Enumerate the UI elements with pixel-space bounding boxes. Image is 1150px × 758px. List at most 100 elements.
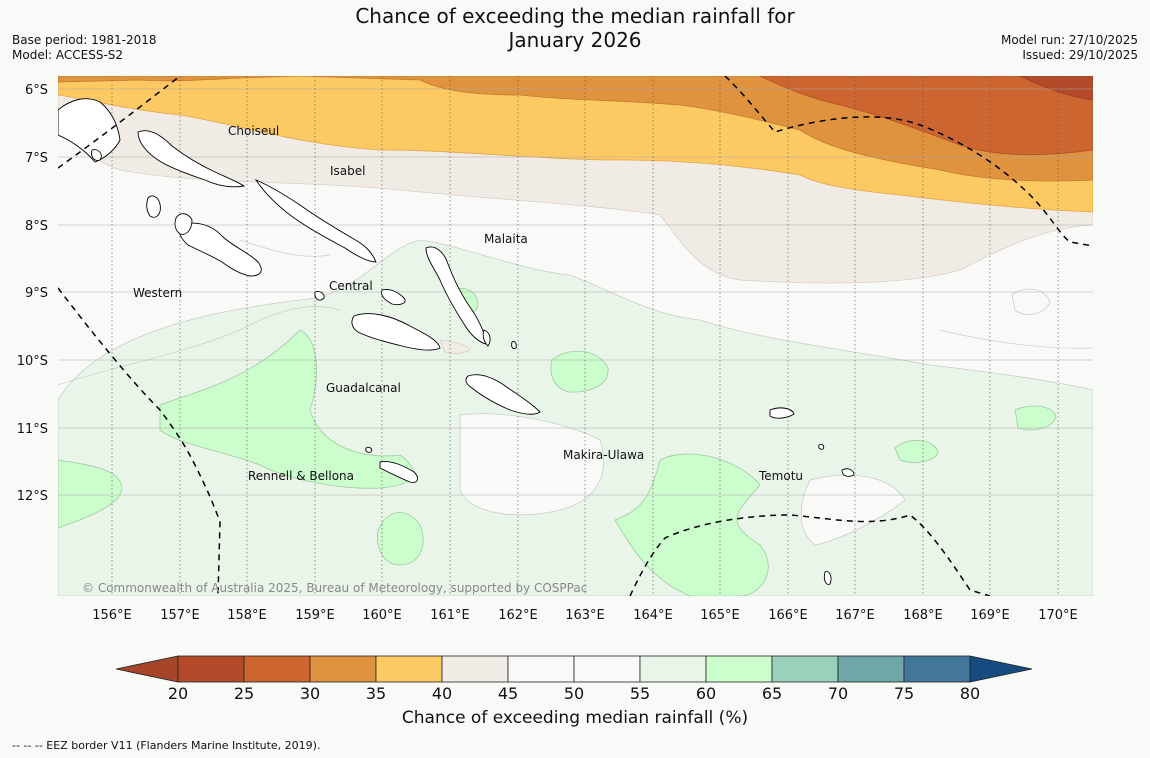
island-rennell [379, 461, 418, 483]
island-bougainville [58, 98, 121, 163]
colorbar-tick-label: 25 [233, 684, 255, 703]
lon-label: 157°E [160, 608, 200, 623]
contour-20-25 [1019, 76, 1093, 101]
contour-50-55-b [800, 474, 906, 546]
colorbar-tick-label: 80 [959, 684, 981, 703]
lon-labels: 156°E 157°E 158°E 159°E 160°E 161°E 162°… [92, 608, 1078, 623]
island-makira [465, 374, 541, 415]
lon-label: 163°E [565, 608, 605, 623]
colorbar-bin [441, 655, 509, 683]
contour-line-a [58, 306, 341, 386]
island-ndende [769, 407, 795, 419]
model-name: Model: ACCESS-S2 [12, 48, 124, 62]
contour-50-55-c [1011, 288, 1051, 315]
province-label-rennell-bellona: Rennell & Bellona [248, 469, 354, 483]
lon-label: 166°E [768, 608, 808, 623]
province-label-malaita: Malaita [484, 232, 528, 246]
islands [58, 98, 855, 585]
contour-60-65-g [1014, 405, 1057, 431]
lat-label: 11°S [17, 422, 48, 437]
colorbar-extend-high [969, 655, 1033, 683]
contour-60-65-a [159, 329, 414, 489]
lon-label: 164°E [633, 608, 673, 623]
colorbar-tick-label: 20 [167, 684, 189, 703]
colorbar-bin [837, 655, 905, 683]
lon-label: 160°E [362, 608, 402, 623]
province-label-temotu: Temotu [758, 469, 803, 483]
island-choiseul [137, 130, 246, 188]
contour-45-50b [439, 339, 471, 355]
eez-note: -- -- -- EEZ border V11 (Flanders Marine… [12, 739, 321, 752]
model-run: Model run: 27/10/2025 [1000, 33, 1138, 47]
map-field [58, 76, 1093, 596]
island-ranongga [146, 195, 161, 218]
colorbar-bin [243, 655, 311, 683]
eez-border [58, 76, 1093, 596]
lat-labels: 6°S 7°S 8°S 9°S 10°S 11°S 12°S [17, 83, 48, 504]
lat-label: 10°S [17, 354, 48, 369]
colorbar-bin [375, 655, 443, 683]
lat-label: 7°S [25, 151, 48, 166]
lon-label: 158°E [227, 608, 267, 623]
colorbar-tick-label: 60 [695, 684, 717, 703]
island-isabel [254, 178, 377, 263]
contour-60-65-c [377, 512, 424, 566]
colorbar-bin [705, 655, 773, 683]
province-label-makira-ulawa: Makira-Ulawa [563, 448, 644, 462]
colorbar-tick-label: 65 [761, 684, 783, 703]
island-small-malaita [482, 329, 491, 347]
province-labels: Choiseul Isabel Malaita Western Central … [133, 124, 803, 483]
contour-60-65-f [894, 439, 939, 463]
colorbar [115, 655, 1033, 683]
contour-25-30 [759, 76, 1093, 156]
colorbar-bin [903, 655, 971, 683]
lon-label: 162°E [498, 608, 538, 623]
chart-title-line1: Chance of exceeding the median rainfall … [355, 4, 795, 28]
lon-label: 159°E [295, 608, 335, 623]
island-tikopia [818, 443, 825, 450]
lat-label: 6°S [25, 83, 48, 98]
province-label-central: Central [329, 279, 373, 293]
lat-label: 9°S [25, 286, 48, 301]
colorbar-tick-label: 70 [827, 684, 849, 703]
colorbar-tick-label: 30 [299, 684, 321, 703]
colorbar-tick-label: 55 [629, 684, 651, 703]
island-anuta [823, 571, 832, 585]
lon-label: 167°E [835, 608, 875, 623]
island-vanikoro [841, 468, 855, 477]
colorbar-label: Chance of exceeding median rainfall (%) [401, 708, 749, 728]
contour-60-65-d [550, 350, 609, 393]
island-ulawa [511, 341, 517, 349]
colorbar-tick-label: 75 [893, 684, 915, 703]
colorbar-bin [177, 655, 245, 683]
province-label-guadalcanal: Guadalcanal [326, 381, 401, 395]
colorbar-tick-label: 45 [497, 684, 519, 703]
lon-label: 161°E [430, 608, 470, 623]
lat-label: 8°S [25, 219, 48, 234]
contour-line-c [239, 239, 331, 257]
island-guadalcanal [351, 313, 441, 351]
colorbar-bin [639, 655, 707, 683]
lat-gridlines [58, 88, 1093, 496]
province-label-choiseul: Choiseul [228, 124, 279, 138]
island-florida [381, 289, 406, 306]
contour-line-b [939, 329, 1093, 349]
colorbar-bin [573, 655, 641, 683]
island-bellona [365, 446, 373, 453]
colorbar-tick-label: 50 [563, 684, 585, 703]
lon-label: 170°E [1038, 608, 1078, 623]
province-label-western: Western [133, 286, 182, 300]
lon-label: 168°E [903, 608, 943, 623]
contour-60-65-e [614, 453, 769, 596]
copyright-notice: © Commonwealth of Australia 2025, Bureau… [82, 581, 587, 595]
island-new-georgia [178, 222, 262, 277]
lon-label: 169°E [970, 608, 1010, 623]
island-shortland [91, 149, 102, 161]
province-label-isabel: Isabel [330, 164, 365, 178]
lon-label: 165°E [700, 608, 740, 623]
island-russell [314, 291, 325, 301]
colorbar-tick-label: 40 [431, 684, 453, 703]
colorbar-bin [309, 655, 377, 683]
base-period: Base period: 1981-2018 [12, 33, 157, 47]
